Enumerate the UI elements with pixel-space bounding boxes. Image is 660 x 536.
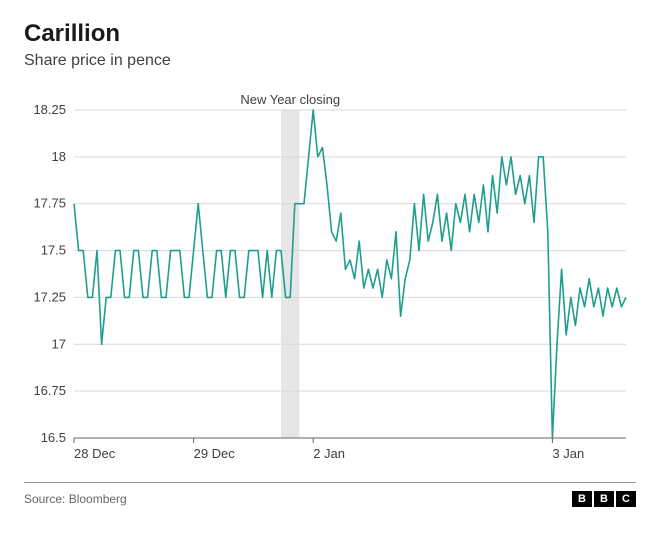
y-axis-label: 17.75 — [33, 196, 66, 211]
price-line — [74, 110, 626, 438]
chart-subtitle: Share price in pence — [24, 52, 636, 70]
y-axis-label: 16.75 — [33, 383, 66, 398]
y-axis-label: 17 — [52, 336, 66, 351]
x-axis-label: 29 Dec — [194, 446, 236, 461]
y-axis-label: 18 — [52, 149, 66, 164]
chart-footer: Source: Bloomberg B B C — [24, 482, 636, 507]
x-axis-label: 28 Dec — [74, 446, 116, 461]
chart-area: 16.5 16.75 17 17.25 17.5 17.75 18 18.25 New Year… — [24, 88, 636, 468]
line-chart-svg: 16.5 16.75 17 17.25 17.5 17.75 18 18.25 New Year… — [24, 88, 636, 468]
x-axis-label: 3 Jan — [552, 446, 584, 461]
y-axis-label: 16.5 — [41, 430, 66, 445]
source-label: Source: Bloomberg — [24, 492, 127, 506]
bbc-logo-letter: C — [616, 491, 636, 507]
chart-title: Carillion — [24, 20, 636, 48]
annotation-label: New Year closing — [240, 92, 340, 107]
bbc-logo: B B C — [572, 491, 636, 507]
y-axis-label: 17.25 — [33, 289, 66, 304]
y-axis-label: 18.25 — [33, 102, 66, 117]
x-axis-label: 2 Jan — [313, 446, 345, 461]
y-axis-label: 17.5 — [41, 243, 66, 258]
bbc-logo-letter: B — [572, 491, 592, 507]
bbc-logo-letter: B — [594, 491, 614, 507]
